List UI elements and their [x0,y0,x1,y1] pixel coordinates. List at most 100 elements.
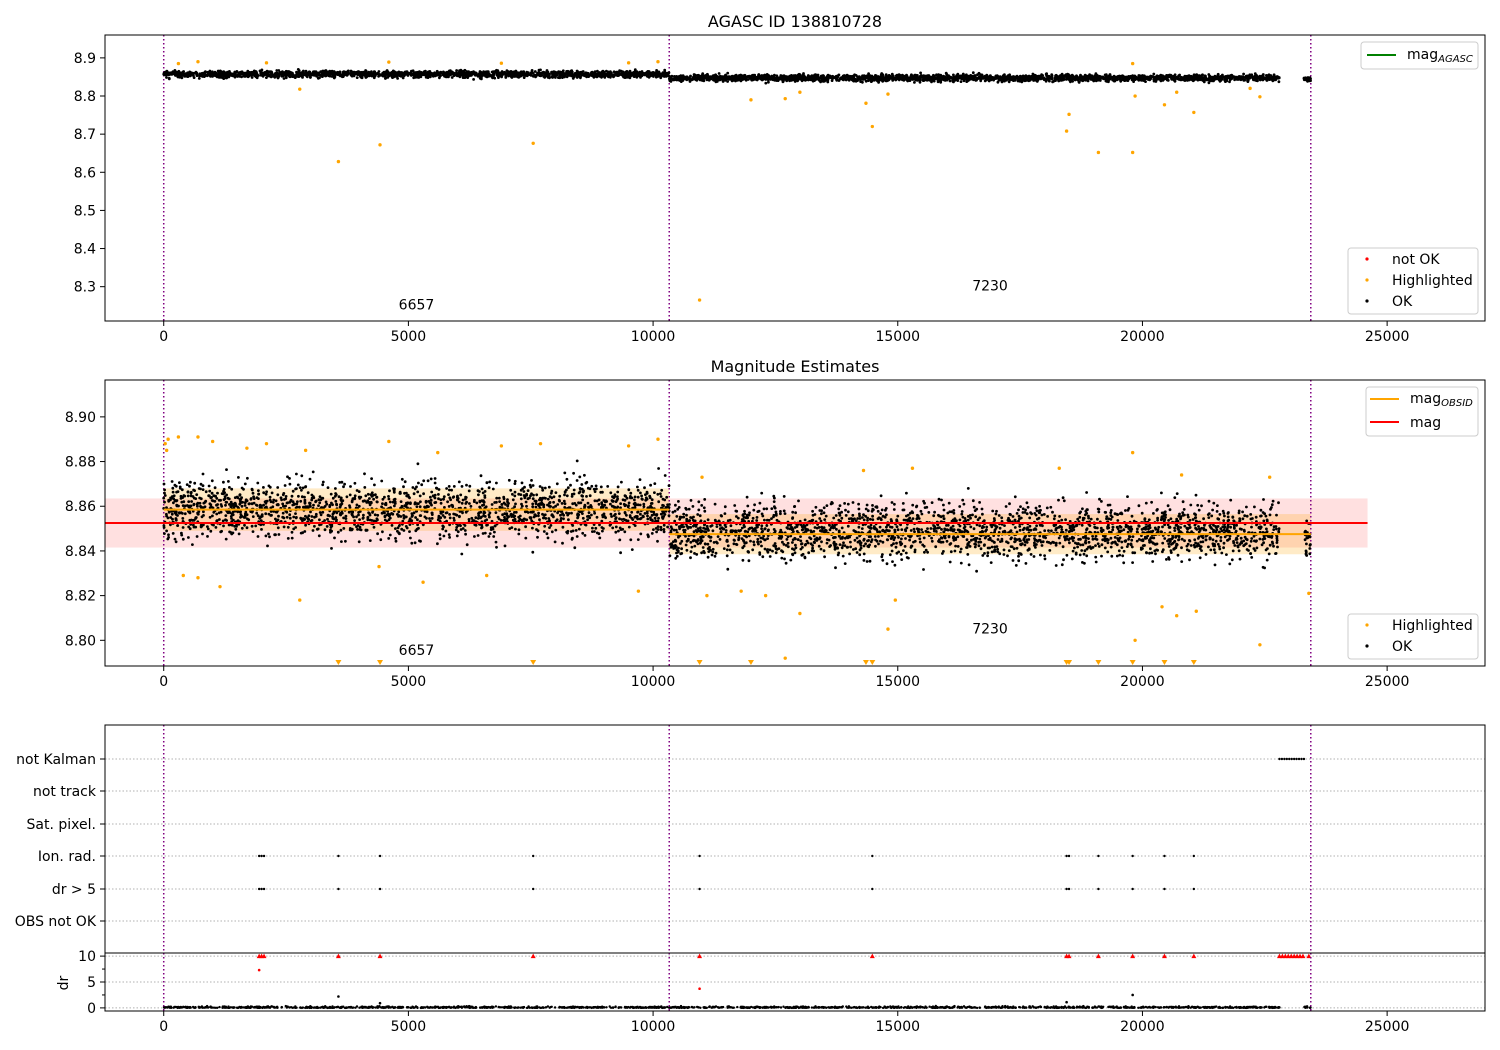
agasc-ok-point [650,71,653,75]
magnitude-ok-point [667,484,671,487]
agasc-ok-point [1131,74,1134,78]
agasc-ok-point [458,75,462,79]
agasc-ok-point [308,70,312,74]
magnitude-ok-point [480,487,484,491]
magnitude-ok-point [448,496,452,500]
agasc-x-tick-label: 0 [159,329,168,345]
agasc-ok-point [545,71,549,75]
agasc-ok-point [943,76,947,80]
magnitude-ok-point [215,512,219,516]
agasc-ok-point [623,76,627,79]
agasc-ok-point [483,73,486,76]
magnitude-ok-point [403,480,407,484]
magnitude-ok-point [400,477,404,481]
magnitude-ok-point [381,530,384,534]
agasc-ok-point [435,73,439,77]
agasc-ok-point [298,74,301,77]
agasc-ok-point [551,76,554,79]
agasc-ok-point [919,71,922,75]
agasc-ok-point [880,76,883,79]
agasc-panel-title: AGASC ID 138810728 [708,12,882,31]
magnitude-ok-point [475,501,479,505]
agasc-highlighted-point [1248,86,1252,91]
magnitude-ok-point [577,491,581,495]
agasc-ok-point [835,75,838,79]
agasc-ok-point [522,72,526,76]
agasc-ok-point [905,77,909,81]
agasc-ok-point [513,72,517,75]
agasc-ok-point [959,75,963,78]
agasc-ok-point [222,74,226,78]
agasc-ok-point [1095,76,1099,80]
agasc-ok-point [693,77,697,81]
magnitude-ok-point [570,511,573,515]
agasc-ok-point [652,71,656,75]
agasc-ok-point [668,76,672,80]
agasc-ok-point [258,69,262,73]
agasc-ok-point [795,75,799,79]
magnitude-ok-point [585,495,588,498]
agasc-ok-point [287,74,290,77]
magnitude-ok-point [294,512,297,515]
magnitude-ok-point [381,497,385,501]
agasc-ok-point [988,75,992,79]
magnitude-ok-point [586,518,589,522]
agasc-ok-point [1155,74,1159,78]
agasc-ok-point [1178,73,1181,77]
magnitude-ok-point [429,477,433,481]
magnitude-ok-point [342,527,346,530]
agasc-ok-point [781,80,785,84]
agasc-ok-point [1152,72,1156,76]
agasc-ok-point [889,77,893,80]
agasc-ok-point [1198,78,1202,82]
magnitude-ok-point [180,533,184,537]
agasc-ok-point [897,75,900,79]
agasc-ok-point [987,79,991,83]
magnitude-ok-point [445,487,448,490]
agasc-ok-point [377,74,380,78]
agasc-ok-point [1179,75,1183,79]
agasc-highlighted-point [886,92,890,96]
agasc-ok-point [1267,74,1270,77]
agasc-ok-point [542,72,546,76]
magnitude-ok-point [547,485,551,489]
agasc-highlighted-point [1192,110,1196,115]
agasc-ok-point [655,73,659,77]
agasc-ok-point [449,69,452,73]
magnitude-ok-point [546,497,550,501]
agasc-ok-point [902,78,906,82]
agasc-ok-point [1082,75,1085,79]
agasc-ok-point [633,68,637,72]
magnitude-ok-point [468,502,471,505]
agasc-ok-point [539,68,542,72]
magnitude-ok-point [503,515,506,519]
agasc-ok-point [464,72,468,75]
magnitude-ok-point [483,511,487,514]
magnitude-ok-point [460,501,464,505]
agasc-ok-point [390,73,394,76]
magnitude-ok-point [240,504,244,508]
agasc-ok-point [355,76,359,79]
magnitude-ok-point [409,502,412,505]
magnitude-ok-point [465,543,469,547]
magnitude-ok-point [653,482,657,485]
magnitude-ok-point [267,484,271,488]
agasc-ok-point [575,76,579,79]
agasc-ok-point [1149,77,1152,81]
agasc-ok-point [995,74,999,77]
magnitude-ok-point [292,527,296,531]
magnitude-ok-point [326,486,330,489]
agasc-ok-point [241,72,245,75]
agasc-ok-point [451,71,454,75]
magnitude-ok-point [288,513,292,517]
agasc-ok-point [465,75,469,79]
magnitude-ok-point [214,526,218,529]
agasc-ok-point [1208,79,1212,83]
agasc-ok-point [1204,74,1207,78]
agasc-ok-point [185,73,189,77]
agasc-highlighted-point [697,298,702,302]
agasc-ok-point [813,78,817,81]
magnitude-ok-point [662,523,666,527]
magnitude-ok-point [397,510,401,514]
